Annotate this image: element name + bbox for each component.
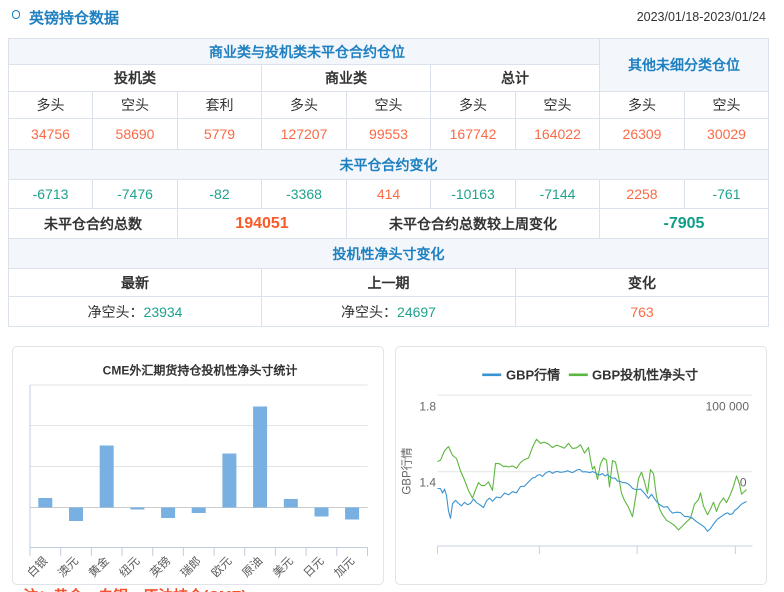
svg-text:纽元: 纽元 [116,553,143,580]
svg-text:加元: 加元 [331,554,357,580]
svg-text:原油: 原油 [239,553,265,579]
svg-text:0: 0 [739,475,746,489]
svg-text:GBP行情: GBP行情 [506,367,560,382]
svg-text:黄金: 黄金 [85,553,112,580]
svg-text:100 000: 100 000 [705,399,749,413]
svg-text:日元: 日元 [301,554,326,579]
svg-text:GBP投机性净头寸: GBP投机性净头寸 [592,367,698,382]
svg-text:英镑: 英镑 [147,553,173,579]
svg-text:瑞郎: 瑞郎 [177,553,203,579]
svg-text:GBP行情: GBP行情 [400,446,413,494]
svg-text:美元: 美元 [269,553,296,580]
svg-text:欧元: 欧元 [209,554,235,580]
svg-text:澳元: 澳元 [55,554,81,580]
svg-text:1.4: 1.4 [419,475,436,489]
svg-text:CME外汇期货持仓投机性净头寸统计: CME外汇期货持仓投机性净头寸统计 [102,362,297,377]
svg-text:白银: 白银 [24,553,51,580]
svg-text:1.8: 1.8 [419,399,436,413]
